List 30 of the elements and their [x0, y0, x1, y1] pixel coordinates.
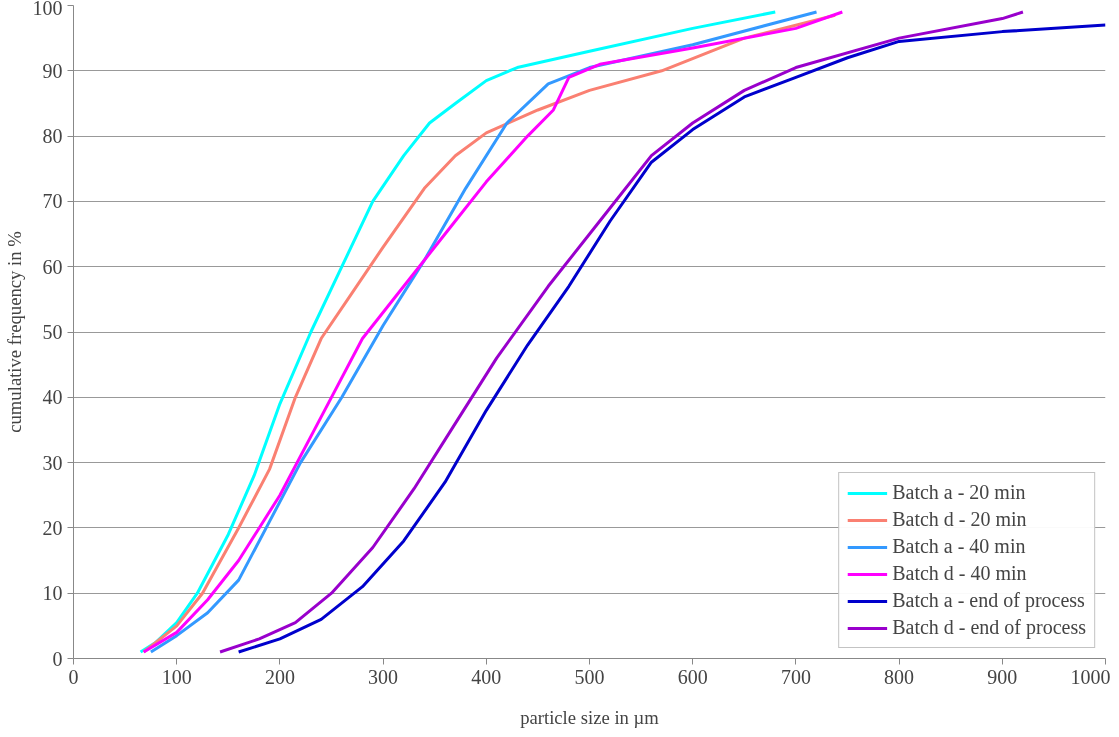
x-tick-label: 400 [471, 665, 502, 688]
x-tick-label: 200 [264, 665, 295, 688]
x-tick-label: 0 [68, 665, 79, 688]
legend-label: Batch a - 20 min [892, 481, 1026, 504]
y-tick-label: 10 [42, 582, 63, 605]
legend-label: Batch d - end of process [892, 616, 1086, 639]
legend-label: Batch a - 40 min [892, 535, 1026, 558]
x-tick-label: 900 [987, 665, 1018, 688]
y-tick-label: 20 [42, 516, 63, 539]
y-tick-label: 30 [42, 451, 63, 474]
x-tick-label: 1000 [1070, 665, 1111, 688]
x-axis-title: particle size in µm [520, 706, 660, 728]
y-tick-label: 40 [42, 386, 63, 409]
x-tick-label: 600 [677, 665, 708, 688]
x-tick-label: 700 [780, 665, 811, 688]
y-axis-title: cumulative frequency in % [3, 231, 25, 433]
x-tick-label: 500 [574, 665, 605, 688]
y-tick-label: 0 [52, 647, 63, 670]
x-tick-label: 800 [884, 665, 915, 688]
y-tick-label: 50 [42, 321, 63, 343]
y-tick-label: 80 [42, 125, 63, 148]
legend-label: Batch d - 40 min [892, 562, 1027, 585]
y-tick-label: 60 [42, 255, 63, 278]
y-tick-label: 90 [42, 59, 63, 82]
legend-label: Batch a - end of process [892, 589, 1085, 612]
y-tick-label: 70 [42, 190, 63, 213]
x-tick-label: 300 [368, 665, 399, 688]
y-tick-label: 100 [32, 0, 63, 19]
x-tick-label: 100 [161, 665, 192, 688]
legend-label: Batch d - 20 min [892, 508, 1027, 531]
